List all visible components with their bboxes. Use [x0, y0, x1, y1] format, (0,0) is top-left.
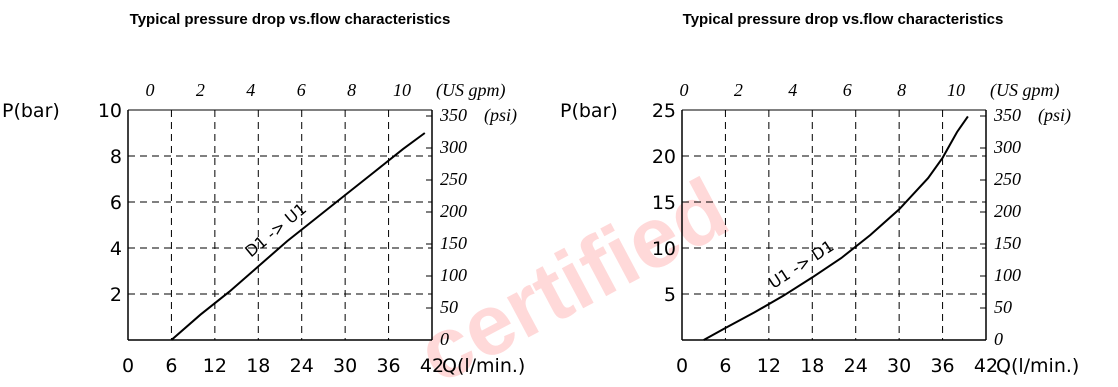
x-tick-label: 36 — [376, 355, 400, 377]
secondary-x-tick-label: 4 — [246, 80, 255, 100]
secondary-y-tick-label: 150 — [994, 233, 1021, 253]
secondary-y-tick-label: 50 — [440, 297, 458, 317]
y-axis-label: P(bar) — [560, 100, 618, 122]
secondary-y-tick-label: 200 — [994, 201, 1021, 221]
secondary-y-tick-label: 0 — [440, 329, 449, 349]
secondary-y-tick-label: 150 — [440, 233, 467, 253]
secondary-y-tick-label: 350 — [993, 105, 1021, 125]
x-tick-label: 36 — [930, 355, 954, 377]
y-tick-label: 10 — [652, 238, 676, 260]
secondary-y-tick-label: 200 — [440, 201, 467, 221]
secondary-y-tick-label: 50 — [994, 297, 1012, 317]
x-tick-label: 42 — [420, 355, 444, 377]
x-axis-label: Q(l/min.) — [442, 355, 525, 377]
x-tick-label: 0 — [122, 355, 134, 377]
x-tick-label: 12 — [757, 355, 781, 377]
secondary-x-tick-label: 2 — [196, 80, 205, 100]
secondary-y-tick-label: 250 — [440, 169, 467, 189]
x-tick-label: 12 — [203, 355, 227, 377]
x-tick-label: 18 — [800, 355, 824, 377]
secondary-x-tick-label: 8 — [347, 80, 356, 100]
chart-title: Typical pressure drop vs.flow characteri… — [130, 11, 451, 28]
x-tick-label: 6 — [165, 355, 177, 377]
secondary-y-tick-label: 100 — [994, 265, 1021, 285]
chart-title: Typical pressure drop vs.flow characteri… — [683, 11, 1004, 28]
x-axis-label: Q(l/min.) — [996, 355, 1079, 377]
y-tick-label: 8 — [110, 146, 122, 168]
series-line — [170, 132, 426, 341]
secondary-y-tick-label: 350 — [439, 105, 467, 125]
y-tick-label: 4 — [110, 238, 122, 260]
x-tick-label: 30 — [333, 355, 357, 377]
y-tick-label: 2 — [110, 284, 122, 306]
secondary-x-tick-label: 0 — [146, 80, 155, 100]
y-tick-label: 20 — [652, 146, 676, 168]
x-tick-label: 6 — [719, 355, 731, 377]
x-tick-label: 42 — [974, 355, 998, 377]
x-tick-label: 24 — [290, 355, 314, 377]
y-tick-label: 10 — [98, 100, 122, 122]
secondary-x-tick-label: 6 — [297, 80, 306, 100]
x-tick-label: 0 — [676, 355, 688, 377]
secondary-x-tick-label: 2 — [734, 80, 743, 100]
secondary-y-axis-label: (psi) — [484, 105, 517, 126]
secondary-y-tick-label: 250 — [994, 169, 1021, 189]
secondary-x-axis-label: (US gpm) — [990, 80, 1060, 101]
y-tick-label: 15 — [652, 192, 676, 214]
secondary-x-tick-label: 6 — [843, 80, 852, 100]
y-tick-label: 25 — [652, 100, 676, 122]
secondary-y-tick-label: 300 — [439, 137, 467, 157]
x-tick-label: 30 — [887, 355, 911, 377]
series-line — [703, 115, 969, 341]
secondary-y-tick-label: 100 — [440, 265, 467, 285]
x-tick-label: 18 — [246, 355, 270, 377]
secondary-y-axis-label: (psi) — [1038, 105, 1071, 126]
y-tick-label: 6 — [110, 192, 122, 214]
chart-left: Typical pressure drop vs.flow characteri… — [2, 11, 525, 377]
secondary-x-tick-label: 8 — [897, 80, 906, 100]
secondary-y-tick-label: 0 — [994, 329, 1003, 349]
secondary-x-tick-label: 10 — [947, 80, 965, 100]
secondary-x-axis-label: (US gpm) — [436, 80, 506, 101]
secondary-x-tick-label: 10 — [393, 80, 411, 100]
secondary-x-tick-label: 4 — [788, 80, 797, 100]
secondary-y-tick-label: 300 — [993, 137, 1021, 157]
y-tick-label: 5 — [664, 284, 676, 306]
secondary-x-tick-label: 0 — [680, 80, 689, 100]
x-tick-label: 24 — [844, 355, 868, 377]
y-axis-label: P(bar) — [2, 100, 60, 122]
